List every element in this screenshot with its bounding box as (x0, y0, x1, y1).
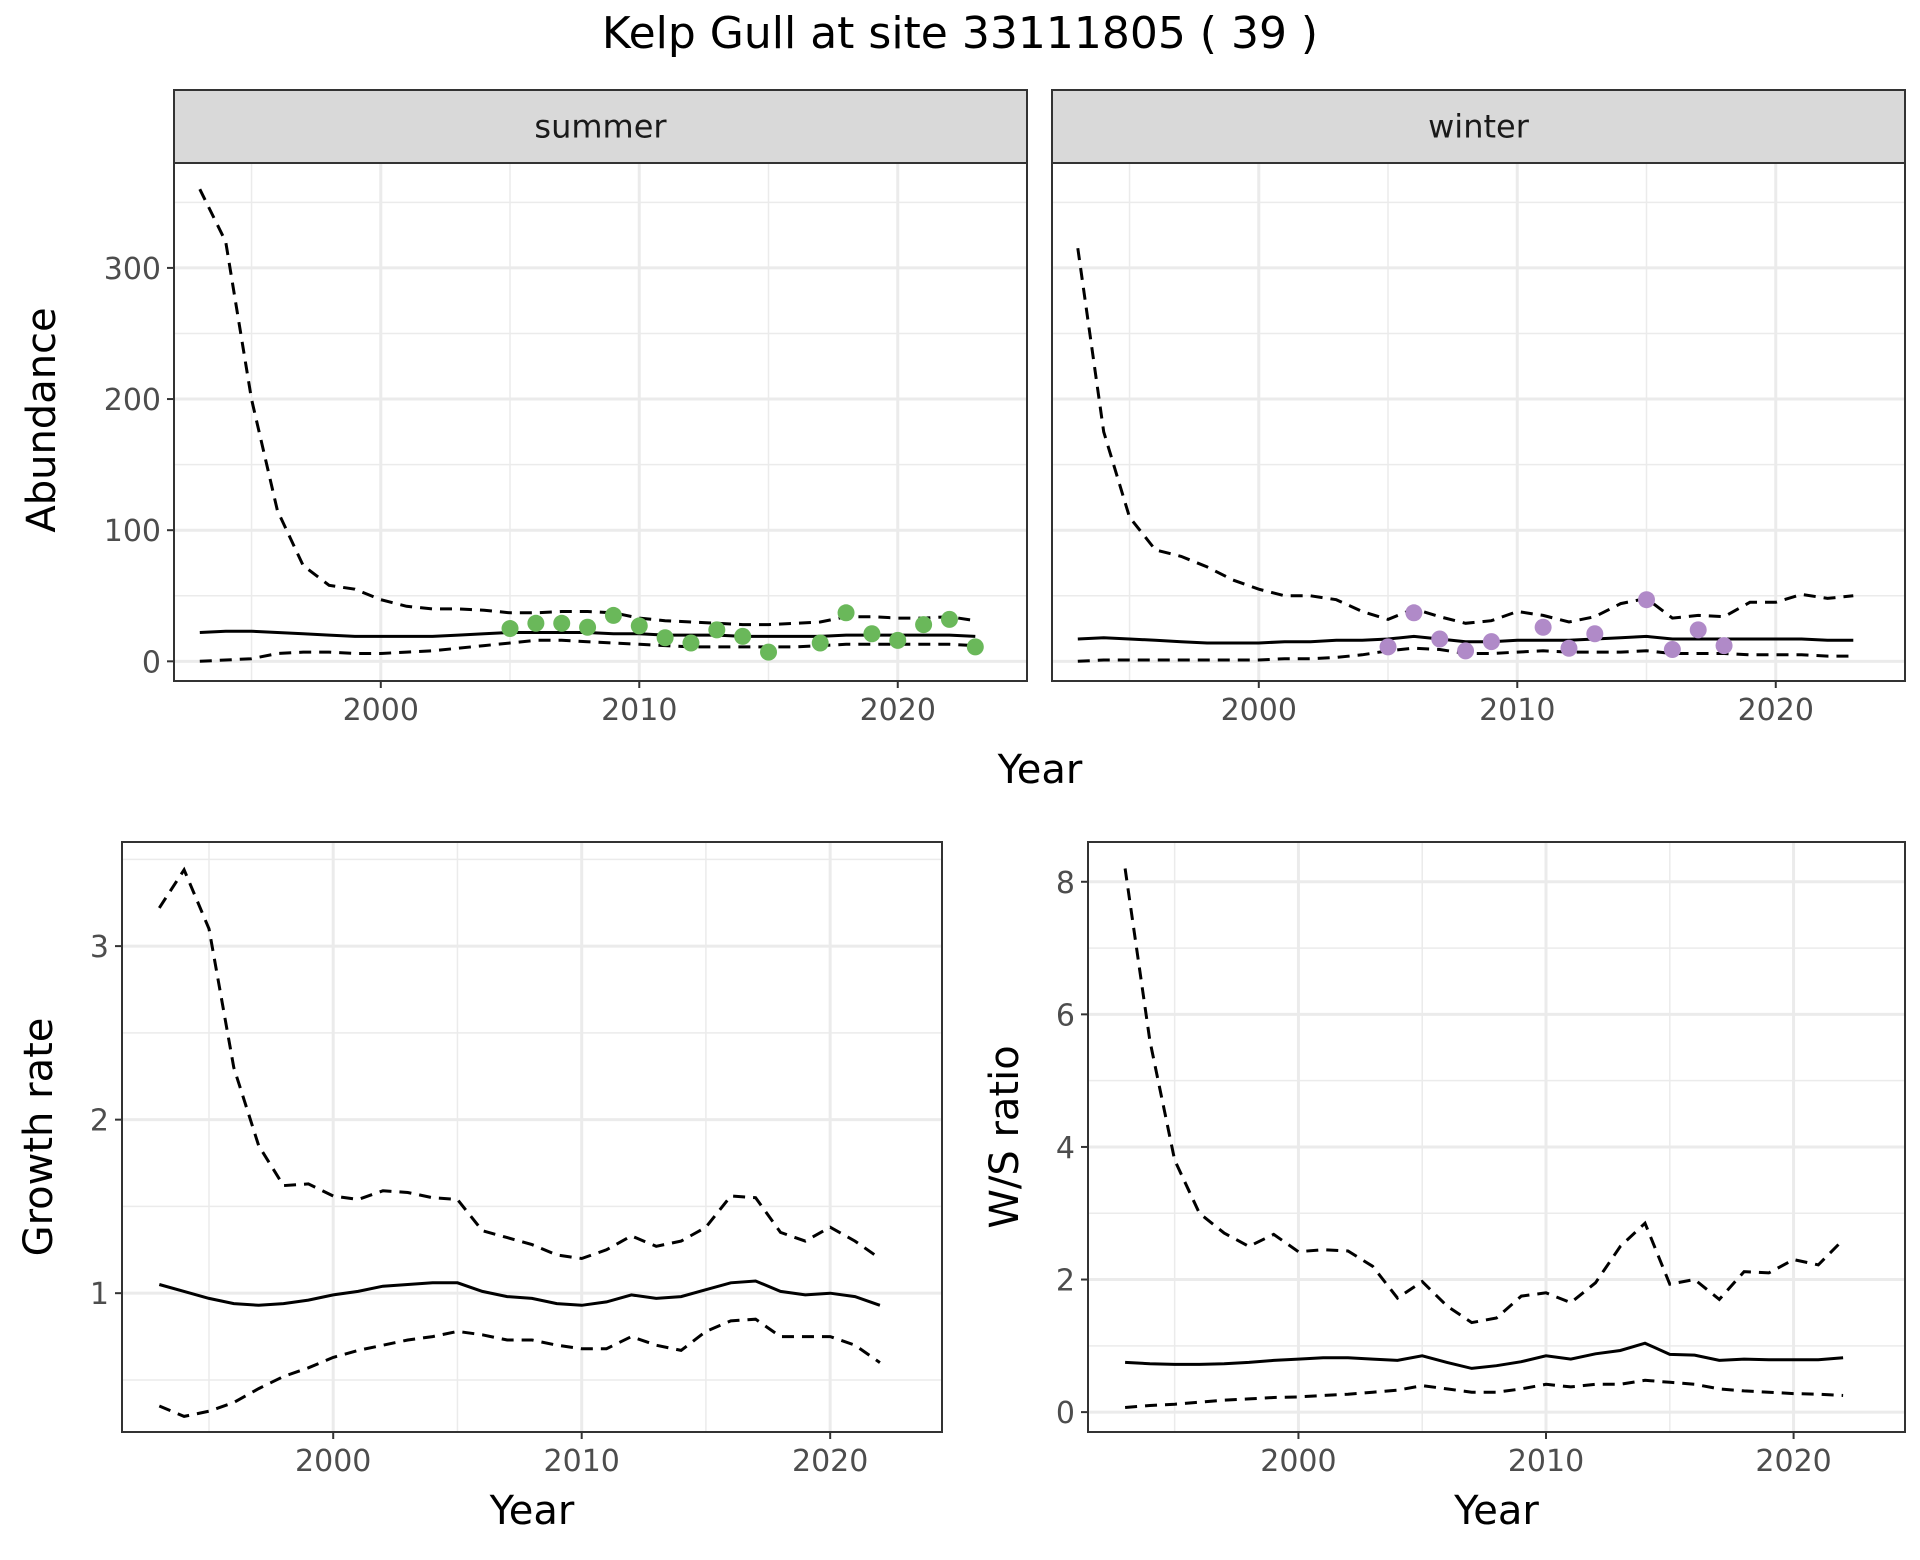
data-point (734, 627, 752, 645)
x-tick-label: 2020 (860, 693, 936, 728)
x-tick-label: 2010 (1508, 1444, 1584, 1479)
series-line-estimate (158, 1279, 881, 1307)
data-point (837, 604, 855, 622)
series-line-upper (1076, 247, 1854, 625)
series-line-lower (158, 1317, 881, 1418)
figure-title: Kelp Gull at site 33111805 ( 39 ) (602, 8, 1318, 59)
panel-border (1051, 162, 1906, 682)
data-point (553, 614, 571, 632)
x-tick-label: 2010 (1479, 693, 1555, 728)
x-tick-label: 2020 (1738, 693, 1814, 728)
facet-strip (173, 89, 1028, 164)
y-tick-label: 2 (1056, 1264, 1075, 1299)
data-point (1689, 621, 1707, 639)
panel-growth: 2000 2010 2020 1 2 3 Year Growth rate (16, 841, 943, 1534)
data-point (811, 634, 829, 652)
y-tick-label: 1 (90, 1277, 109, 1312)
data-point (940, 610, 958, 628)
data-point (1405, 604, 1423, 622)
data-point (966, 638, 984, 656)
y-tick-label: 100 (104, 514, 161, 549)
panel-winter: winter 2000 2010 2020 (1051, 89, 1906, 728)
y-tick-label: 300 (104, 252, 161, 287)
x-axis-label: Year (1453, 1488, 1539, 1534)
shared-y-axis-label: Abundance (19, 307, 65, 532)
y-tick-label: 8 (1056, 866, 1075, 901)
x-tick-label: 2010 (601, 693, 677, 728)
facet-strip-label: summer (534, 108, 667, 146)
shared-x-axis-label: Year (997, 747, 1083, 793)
data-point (579, 618, 597, 636)
x-axis-label: Year (489, 1488, 575, 1534)
data-point (863, 625, 881, 643)
series-line-estimate (1125, 1341, 1844, 1370)
y-tick-label: 4 (1056, 1131, 1075, 1166)
facet-strip-label: winter (1428, 108, 1530, 146)
data-point (1482, 633, 1500, 651)
data-point (527, 614, 545, 632)
series-line-lower (1124, 1378, 1844, 1409)
data-point (656, 629, 674, 647)
x-tick-label: 2000 (295, 1444, 371, 1479)
series-line-upper (1123, 868, 1845, 1325)
data-point (760, 643, 778, 661)
data-point (1457, 642, 1475, 660)
y-tick-label: 2 (90, 1104, 109, 1139)
x-tick-label: 2000 (1221, 693, 1297, 728)
data-point (604, 606, 622, 624)
data-point (1560, 639, 1578, 657)
panel-border (1087, 841, 1906, 1433)
panel-summer: summer 2000 2010 2020 0 100 200 300 (104, 89, 1028, 728)
data-point (1534, 618, 1552, 636)
x-tick-label: 2020 (1755, 1444, 1831, 1479)
data-point (1379, 638, 1397, 656)
x-tick-label: 2010 (544, 1444, 620, 1479)
y-tick-label: 3 (90, 930, 109, 965)
y-tick-label: 6 (1056, 998, 1075, 1033)
data-point (630, 617, 648, 635)
x-tick-label: 2000 (1260, 1444, 1336, 1479)
y-axis-label: Growth rate (16, 1018, 62, 1257)
data-point (915, 616, 933, 634)
panel-border (173, 162, 1028, 682)
y-tick-label: 0 (142, 645, 161, 680)
data-point (1431, 630, 1449, 648)
panel-border (121, 841, 943, 1433)
data-point (1586, 625, 1604, 643)
data-point (708, 621, 726, 639)
y-tick-label: 200 (104, 383, 161, 418)
x-tick-label: 2020 (792, 1444, 868, 1479)
x-tick-label: 2000 (343, 693, 419, 728)
data-point (1663, 641, 1681, 659)
data-point (1638, 591, 1656, 609)
data-point (501, 620, 519, 638)
series-line-lower (199, 638, 976, 663)
data-point (889, 631, 907, 649)
series-line-upper (158, 866, 881, 1261)
data-point (1715, 637, 1733, 655)
data-point (682, 634, 700, 652)
panel-ratio: 2000 2010 2020 0 2 4 6 8 Year W/S ratio (982, 841, 1906, 1534)
y-axis-label: W/S ratio (982, 1045, 1028, 1228)
y-tick-label: 0 (1056, 1396, 1075, 1431)
